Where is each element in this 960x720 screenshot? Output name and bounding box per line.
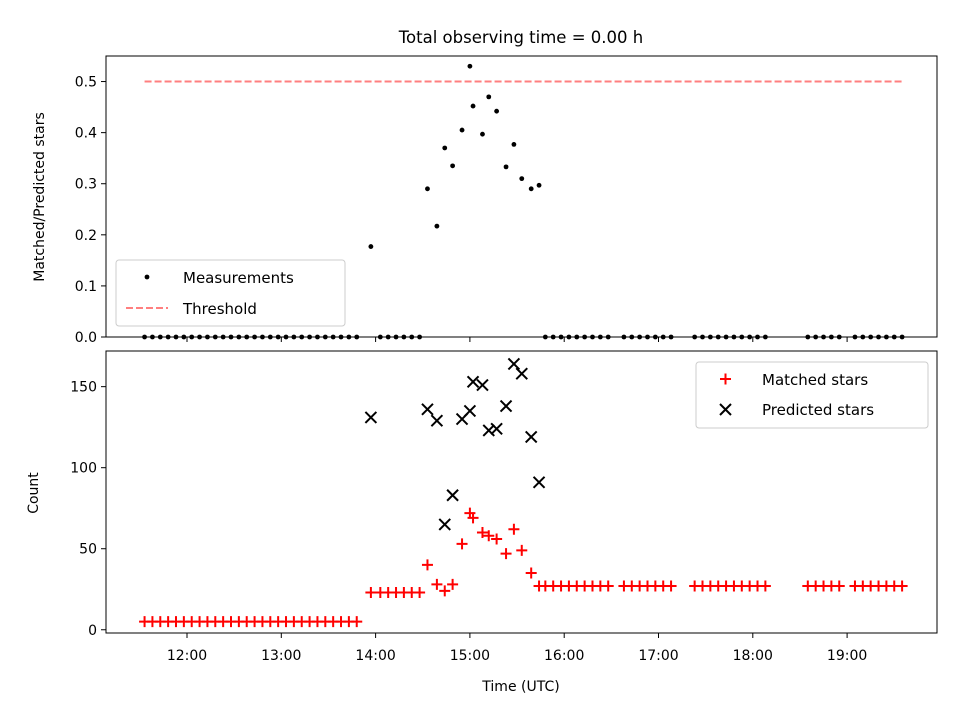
measurement-point bbox=[434, 223, 440, 229]
bottom-y-axis-label: Count bbox=[26, 472, 42, 514]
matched-point bbox=[833, 580, 845, 592]
matched-point bbox=[602, 580, 614, 592]
predicted-point bbox=[446, 489, 459, 502]
bottom-panel: 0 50 100 150 12:00 13:00 14:00 15:00 16:00 17:00… bbox=[26, 350, 938, 695]
x-tick-label: 13:00 bbox=[261, 648, 301, 664]
measurement-point bbox=[528, 186, 534, 192]
bottom-legend: Matched stars Predicted stars bbox=[695, 361, 929, 429]
matched-point bbox=[896, 580, 908, 592]
y-tick-label: 0.4 bbox=[75, 126, 97, 142]
top-x-ticks bbox=[186, 337, 848, 342]
measurement-point bbox=[494, 108, 500, 114]
predicted-point bbox=[482, 424, 495, 437]
legend-predicted-label: Predicted stars bbox=[762, 401, 874, 419]
predicted-point bbox=[421, 403, 434, 416]
matched-point bbox=[365, 586, 377, 598]
matched-point bbox=[516, 544, 528, 556]
matched-point bbox=[525, 567, 537, 579]
measurement-point bbox=[467, 63, 473, 69]
y-tick-label: 0 bbox=[88, 623, 97, 639]
matched-point bbox=[759, 580, 771, 592]
measurement-point bbox=[425, 186, 430, 192]
predicted-point bbox=[507, 357, 521, 371]
measurement-point bbox=[368, 244, 374, 249]
matched-point bbox=[476, 527, 488, 539]
legend-matched-label: Matched stars bbox=[762, 371, 868, 389]
measurement-point bbox=[459, 127, 465, 133]
top-axes-frame bbox=[105, 55, 938, 338]
matched-point bbox=[508, 523, 520, 535]
measurement-point bbox=[486, 94, 492, 100]
legend-measurements-marker bbox=[144, 274, 150, 280]
y-tick-label: 150 bbox=[70, 380, 97, 396]
x-tick-label: 19:00 bbox=[827, 648, 867, 664]
x-tick-label: 16:00 bbox=[544, 648, 584, 664]
x-tick-label: 14:00 bbox=[355, 648, 395, 664]
bottom-axes-frame bbox=[105, 350, 938, 634]
bottom-y-ticks: 0 50 100 150 bbox=[70, 380, 106, 639]
predicted-point bbox=[476, 378, 489, 392]
predicted-point bbox=[499, 399, 513, 413]
top-panel: 0.0 0.1 0.2 0.3 0.4 0.5 Matched/Predicted sta… bbox=[32, 55, 938, 346]
matched-point bbox=[491, 533, 503, 545]
legend-predicted-marker bbox=[719, 403, 732, 416]
top-legend-frame bbox=[115, 259, 346, 327]
y-tick-label: 50 bbox=[79, 542, 97, 558]
y-tick-label: 0.0 bbox=[75, 330, 97, 346]
matched-point bbox=[414, 586, 426, 598]
matched-point bbox=[500, 548, 512, 560]
chart-title: Total observing time = 0.00 h bbox=[398, 28, 643, 47]
y-tick-label: 0.5 bbox=[75, 75, 97, 91]
legend-threshold-label: Threshold bbox=[182, 300, 257, 318]
measurement-point bbox=[503, 164, 509, 170]
measurement-point bbox=[480, 131, 485, 137]
matched-point bbox=[351, 616, 363, 628]
matched-point bbox=[431, 578, 443, 590]
predicted-point bbox=[463, 404, 477, 418]
predicted-point bbox=[524, 430, 538, 444]
measurement-point bbox=[442, 145, 448, 151]
x-tick-label: 18:00 bbox=[733, 648, 773, 664]
x-tick-label: 17:00 bbox=[638, 648, 678, 664]
matched-point bbox=[447, 578, 459, 590]
legend-measurements-label: Measurements bbox=[183, 269, 294, 287]
x-tick-label: 15:00 bbox=[450, 648, 490, 664]
y-tick-label: 0.1 bbox=[75, 279, 97, 295]
matched-point bbox=[439, 585, 451, 597]
matched-point bbox=[665, 580, 677, 592]
predicted-point bbox=[430, 414, 444, 427]
predicted-point bbox=[364, 411, 378, 424]
predicted-point bbox=[532, 476, 546, 489]
y-tick-label: 0.3 bbox=[75, 177, 97, 193]
matched-point bbox=[467, 512, 479, 524]
predicted-point bbox=[466, 375, 480, 389]
x-axis-label: Time (UTC) bbox=[481, 679, 559, 695]
measurement-point bbox=[450, 163, 456, 169]
bottom-x-ticks: 12:00 13:00 14:00 15:00 16:00 17:00 18:00 19:00 bbox=[167, 633, 867, 664]
top-y-axis-label: Matched/Predicted stars bbox=[32, 112, 48, 282]
top-y-ticks: 0.0 0.1 0.2 0.3 0.4 0.5 bbox=[75, 75, 106, 346]
predicted-point bbox=[438, 518, 451, 531]
legend-matched-marker bbox=[720, 373, 731, 385]
y-tick-label: 0.2 bbox=[75, 228, 97, 244]
predicted-point bbox=[515, 367, 528, 380]
top-legend: Measurements Threshold bbox=[115, 259, 346, 327]
top-marks bbox=[142, 63, 905, 340]
y-tick-label: 100 bbox=[70, 461, 97, 477]
measurement-point bbox=[470, 103, 476, 109]
predicted-point bbox=[490, 422, 503, 436]
bottom-legend-frame bbox=[695, 361, 929, 429]
measurement-point bbox=[536, 182, 542, 188]
x-tick-label: 12:00 bbox=[167, 648, 207, 664]
bottom-marks bbox=[139, 357, 908, 628]
matched-point bbox=[456, 538, 468, 550]
matched-point bbox=[421, 559, 433, 571]
measurement-point bbox=[511, 141, 517, 147]
matched-point bbox=[483, 530, 495, 542]
measurement-point bbox=[519, 176, 525, 182]
